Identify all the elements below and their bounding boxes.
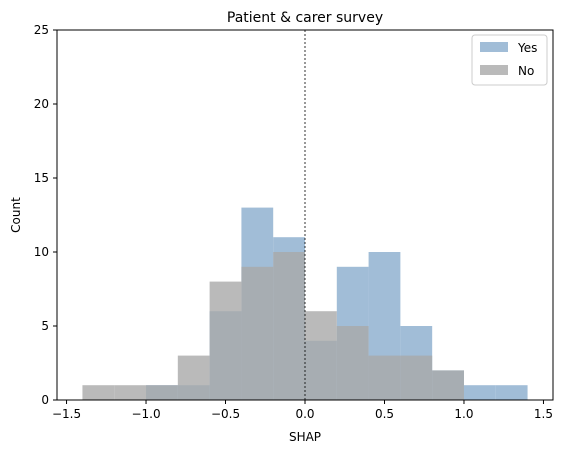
bar-no-11 (432, 370, 464, 400)
legend-label-yes: Yes (517, 41, 537, 55)
bar-no-1 (114, 385, 147, 400)
bar-yes-12 (463, 385, 496, 400)
y-axis: 0 5 10 15 20 25 (34, 23, 57, 407)
y-tick-label: 15 (34, 171, 49, 185)
x-tick-label: 1.5 (534, 407, 553, 421)
x-tick-label: 1.0 (454, 407, 473, 421)
x-tick-label: −1.5 (52, 407, 81, 421)
bar-no-8 (336, 326, 369, 400)
x-tick-label: 0.0 (295, 407, 314, 421)
bar-no-7 (305, 311, 337, 400)
x-tick-label: −1.0 (131, 407, 160, 421)
x-tick-label: 0.5 (375, 407, 394, 421)
bar-no-4 (209, 281, 242, 400)
legend-swatch-yes (480, 42, 508, 52)
chart-title: Patient & carer survey (227, 10, 383, 26)
x-tick-label: −0.5 (211, 407, 240, 421)
bar-no-0 (82, 385, 115, 400)
bar-no-10 (400, 355, 433, 400)
y-axis-label: Count (9, 197, 23, 233)
y-tick-label: 5 (41, 319, 49, 333)
y-tick-label: 25 (34, 23, 49, 37)
x-axis: −1.5 −1.0 −0.5 0.0 0.5 1.0 1.5 (52, 400, 553, 421)
bar-no-2 (146, 385, 178, 400)
y-tick-label: 20 (34, 97, 49, 111)
histogram-bars (82, 207, 528, 400)
bar-no-3 (177, 355, 210, 400)
y-tick-label: 0 (41, 393, 49, 407)
bar-no-9 (368, 355, 401, 400)
legend-label-no: No (518, 64, 534, 78)
series-no (82, 252, 464, 400)
legend-swatch-no (480, 65, 508, 75)
x-axis-label: SHAP (289, 430, 321, 444)
bar-yes-13 (495, 385, 528, 400)
bar-no-5 (241, 266, 274, 400)
bar-no-6 (273, 252, 305, 400)
legend: Yes No (471, 34, 548, 86)
y-tick-label: 10 (34, 245, 49, 259)
